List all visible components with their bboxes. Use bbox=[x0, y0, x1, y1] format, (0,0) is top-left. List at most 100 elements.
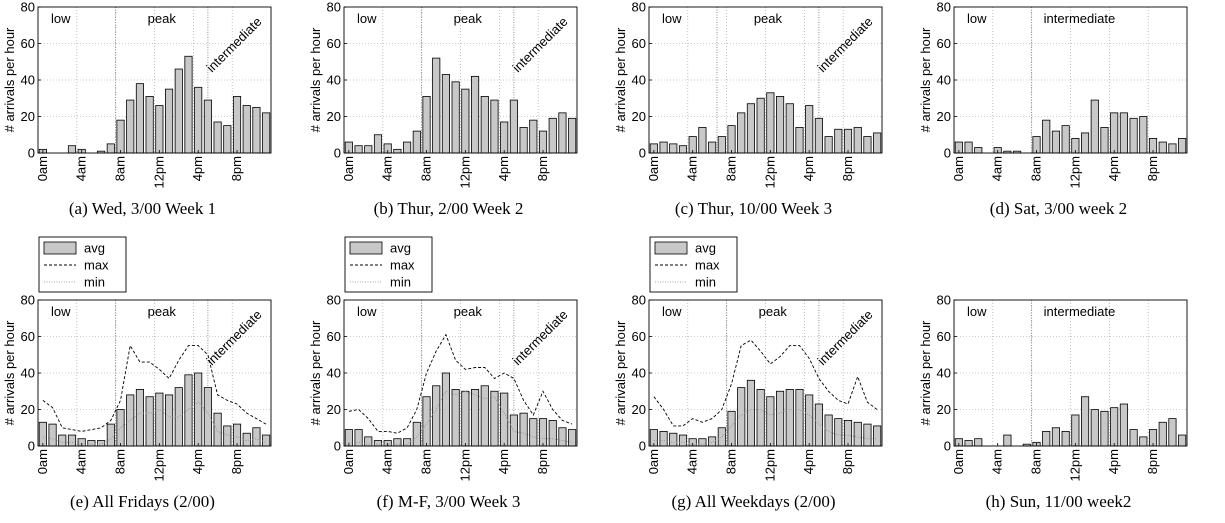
bar bbox=[1100, 127, 1109, 154]
bar bbox=[1071, 414, 1080, 447]
y-axis-label: # arrivals per hour bbox=[2, 320, 17, 425]
bar bbox=[1042, 119, 1051, 154]
bar bbox=[393, 438, 402, 447]
bar bbox=[1158, 421, 1167, 447]
y-axis-label: # arrivals per hour bbox=[308, 27, 323, 132]
panel-caption: (g) All Weekdays (2/00) bbox=[671, 492, 835, 511]
bar bbox=[509, 414, 518, 447]
bar bbox=[863, 136, 872, 154]
bar bbox=[403, 141, 412, 154]
bar bbox=[785, 103, 794, 154]
legend-swatch-avg bbox=[654, 241, 688, 255]
bar bbox=[145, 96, 154, 154]
region-label: low bbox=[357, 304, 377, 319]
max-line bbox=[42, 344, 267, 432]
y-tick-label: 0 bbox=[28, 146, 35, 161]
x-tick-label: 8pm bbox=[229, 156, 244, 181]
y-tick-label: 80 bbox=[632, 0, 646, 15]
x-tick-label: 8am bbox=[419, 156, 434, 181]
bar bbox=[441, 372, 450, 447]
x-tick-label: 0am bbox=[646, 156, 661, 181]
y-tick-label: 0 bbox=[639, 146, 646, 161]
bar bbox=[354, 429, 363, 447]
bar bbox=[756, 97, 765, 154]
x-tick-label: 12pm bbox=[151, 156, 166, 189]
y-tick-label: 40 bbox=[632, 366, 646, 381]
bar bbox=[1129, 429, 1138, 447]
bar bbox=[776, 96, 785, 154]
bar bbox=[1051, 130, 1060, 154]
region-label: low bbox=[51, 11, 71, 26]
x-tick-label: 4am bbox=[685, 156, 700, 181]
min-line bbox=[348, 390, 573, 445]
x-tick-label: 8am bbox=[1029, 156, 1044, 181]
legend-label-avg: avg bbox=[695, 241, 716, 256]
legend-label-avg: avg bbox=[84, 241, 105, 256]
x-tick-label: 4am bbox=[990, 156, 1005, 181]
bar bbox=[432, 385, 441, 447]
bar bbox=[669, 432, 678, 447]
region-label: intermediate bbox=[203, 14, 264, 75]
y-axis-label: # arrivals per hour bbox=[918, 27, 933, 132]
x-tick-label: 0am bbox=[35, 156, 50, 181]
bar bbox=[223, 425, 232, 447]
region-label: intermediate bbox=[1044, 11, 1116, 26]
y-axis-label: # arrivals per hour bbox=[918, 320, 933, 425]
bar bbox=[974, 438, 983, 447]
panel-caption: (d) Sat, 3/00 week 2 bbox=[990, 199, 1127, 218]
chart-panel-7: low peak intermediate 0 20 40 60 80 0am 4am 8am 12p… bbox=[613, 236, 883, 511]
bar bbox=[853, 127, 862, 154]
bar bbox=[1090, 99, 1099, 154]
y-tick-label: 0 bbox=[334, 146, 341, 161]
region-label: low bbox=[967, 11, 987, 26]
x-tick-label: 0am bbox=[646, 449, 661, 474]
region-label: low bbox=[662, 304, 682, 319]
bar bbox=[432, 57, 441, 154]
x-tick-label: 4am bbox=[685, 449, 700, 474]
bar bbox=[698, 438, 707, 447]
bar bbox=[373, 440, 383, 447]
bar bbox=[155, 105, 164, 154]
bar bbox=[213, 121, 222, 154]
bar bbox=[1178, 137, 1187, 154]
y-tick-label: 0 bbox=[28, 439, 35, 454]
x-tick-label: 8pm bbox=[535, 449, 550, 474]
bar bbox=[873, 132, 882, 154]
x-tick-label: 12pm bbox=[762, 449, 777, 482]
y-tick-label: 20 bbox=[632, 402, 646, 417]
x-tick-label: 8pm bbox=[1145, 449, 1160, 474]
bar bbox=[252, 427, 261, 447]
panel-caption: (a) Wed, 3/00 Week 1 bbox=[69, 199, 216, 218]
x-tick-label: 4pm bbox=[1106, 449, 1121, 474]
region-label: intermediate bbox=[509, 307, 570, 368]
bar bbox=[568, 117, 577, 154]
y-tick-label: 80 bbox=[632, 293, 646, 308]
y-tick-label: 60 bbox=[327, 329, 341, 344]
bar bbox=[165, 394, 174, 447]
bar bbox=[756, 389, 765, 447]
bar bbox=[863, 423, 872, 447]
x-tick-label: 8pm bbox=[535, 156, 550, 181]
bar bbox=[1158, 141, 1167, 154]
y-tick-label: 20 bbox=[327, 109, 341, 124]
y-tick-label: 60 bbox=[21, 329, 35, 344]
bar bbox=[422, 396, 431, 447]
bar bbox=[364, 436, 373, 447]
bar bbox=[252, 106, 261, 154]
bar bbox=[814, 403, 823, 447]
region-label: intermediate bbox=[203, 307, 264, 368]
bar bbox=[480, 96, 489, 154]
x-tick-label: 8pm bbox=[840, 449, 855, 474]
x-tick-label: 0am bbox=[951, 449, 966, 474]
x-tick-label: 12pm bbox=[457, 156, 472, 189]
bar bbox=[1129, 117, 1138, 154]
bar bbox=[834, 418, 843, 447]
panel-caption: (b) Thur, 2/00 Week 2 bbox=[374, 199, 524, 218]
bar bbox=[38, 421, 47, 447]
bar bbox=[843, 420, 853, 447]
x-tick-label: 4am bbox=[74, 156, 89, 181]
bar bbox=[106, 423, 115, 447]
bar bbox=[529, 119, 538, 154]
panel-caption: (c) Thur, 10/00 Week 3 bbox=[675, 199, 832, 218]
